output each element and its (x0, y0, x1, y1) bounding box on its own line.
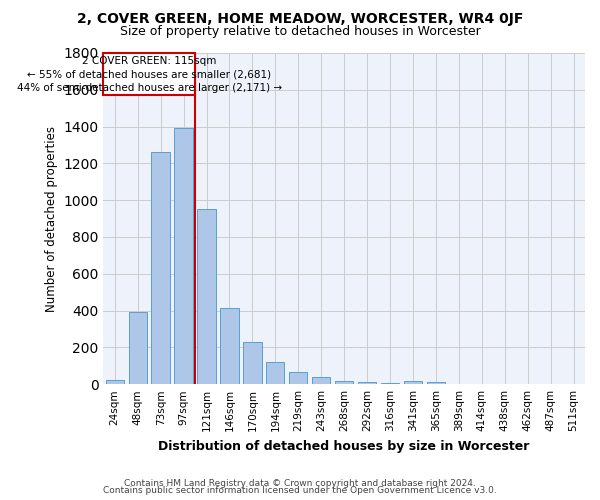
Bar (335, 381, 353, 384)
Bar (128, 312, 147, 384)
Bar (197, 210, 215, 384)
Bar (106, 380, 124, 384)
Bar (243, 342, 262, 384)
Bar (220, 308, 239, 384)
Text: 44% of semi-detached houses are larger (2,171) →: 44% of semi-detached houses are larger (… (17, 82, 282, 92)
Text: 2 COVER GREEN: 115sqm: 2 COVER GREEN: 115sqm (82, 56, 217, 66)
Bar (266, 362, 284, 384)
Y-axis label: Number of detached properties: Number of detached properties (44, 126, 58, 312)
Text: Contains HM Land Registry data © Crown copyright and database right 2024.: Contains HM Land Registry data © Crown c… (124, 478, 476, 488)
Text: ← 55% of detached houses are smaller (2,681): ← 55% of detached houses are smaller (2,… (27, 69, 271, 79)
Text: 2, COVER GREEN, HOME MEADOW, WORCESTER, WR4 0JF: 2, COVER GREEN, HOME MEADOW, WORCESTER, … (77, 12, 523, 26)
Text: Size of property relative to detached houses in Worcester: Size of property relative to detached ho… (119, 25, 481, 38)
Bar (358, 382, 376, 384)
Bar (404, 381, 422, 384)
Bar (427, 382, 445, 384)
Bar (289, 372, 307, 384)
Bar (151, 152, 170, 384)
Bar (312, 377, 331, 384)
Bar (175, 128, 193, 384)
Text: Contains public sector information licensed under the Open Government Licence v3: Contains public sector information licen… (103, 486, 497, 495)
X-axis label: Distribution of detached houses by size in Worcester: Distribution of detached houses by size … (158, 440, 530, 452)
FancyBboxPatch shape (103, 53, 195, 96)
